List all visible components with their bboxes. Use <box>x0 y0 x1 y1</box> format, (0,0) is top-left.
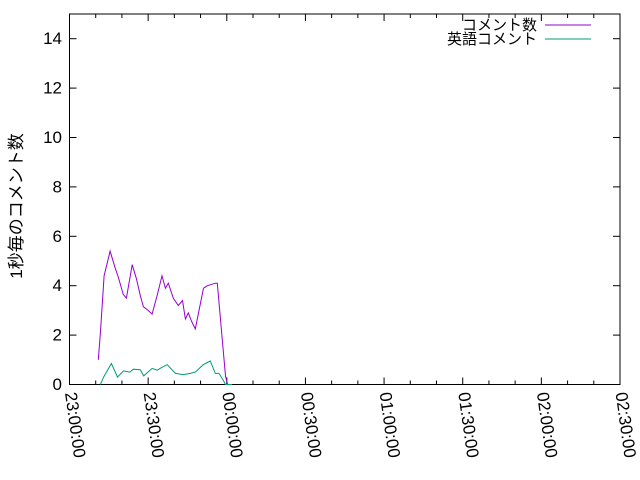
axis-ticks <box>69 14 621 385</box>
y-tick-label: 2 <box>53 326 62 345</box>
legend-label-english-comments: 英語コメント <box>447 30 537 48</box>
y-tick-label: 12 <box>43 79 62 98</box>
y-tick-label: 14 <box>43 29 62 48</box>
x-tick-label: 02:00:00 <box>533 391 561 459</box>
legend-label-comments: コメント数 <box>462 17 537 34</box>
x-tick-labels: 23:00:00 23:30:00 00:00:00 00:30:00 01:00:00… <box>61 391 640 459</box>
x-tick-label: 00:30:00 <box>297 391 325 459</box>
x-tick-label: 02:30:00 <box>612 391 640 459</box>
y-axis-title: 1秒毎のコメント数 <box>7 133 26 278</box>
series-lines <box>97 249 232 385</box>
x-tick-label: 23:30:00 <box>140 391 168 459</box>
legend: コメント数 英語コメント <box>447 17 591 48</box>
x-tick-label: 23:00:00 <box>61 391 89 459</box>
y-tick-label: 0 <box>53 375 62 394</box>
x-tick-label: 00:00:00 <box>218 391 246 459</box>
series-line-comments <box>97 249 232 385</box>
y-tick-label: 4 <box>53 276 62 295</box>
x-tick-label: 01:30:00 <box>454 391 482 459</box>
plot-border <box>69 13 621 385</box>
y-tick-label: 8 <box>53 177 62 196</box>
series-line-english-comments <box>99 360 232 385</box>
y-tick-label: 10 <box>43 128 62 147</box>
y-tick-label: 6 <box>53 227 62 246</box>
x-tick-label: 01:00:00 <box>376 391 404 459</box>
y-tick-labels: 0 2 4 6 8 10 12 14 <box>43 29 62 394</box>
